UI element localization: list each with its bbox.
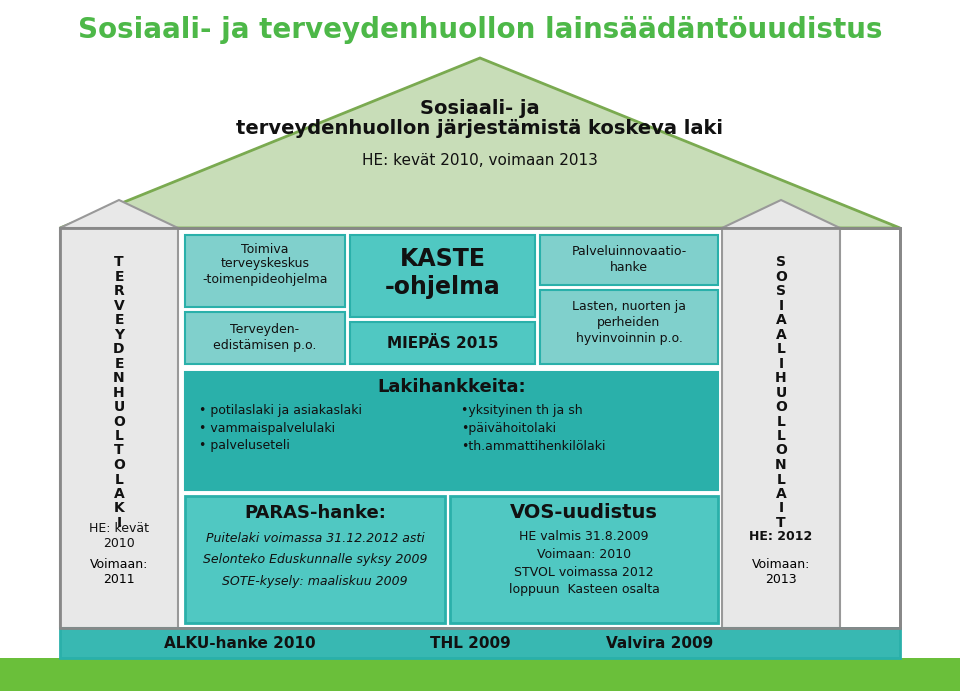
- Polygon shape: [60, 200, 178, 228]
- Text: KASTE: KASTE: [399, 247, 486, 271]
- FancyBboxPatch shape: [185, 312, 345, 364]
- Text: •yksityinen th ja sh: •yksityinen th ja sh: [461, 404, 583, 417]
- Text: A: A: [776, 328, 786, 341]
- Text: Lasten, nuorten ja: Lasten, nuorten ja: [572, 299, 686, 312]
- Text: Puitelaki voimassa 31.12.2012 asti: Puitelaki voimassa 31.12.2012 asti: [205, 531, 424, 545]
- Text: L: L: [777, 473, 785, 486]
- Text: A: A: [113, 487, 125, 501]
- Text: Sosiaali- ja: Sosiaali- ja: [420, 99, 540, 117]
- Text: Toimiva: Toimiva: [241, 243, 289, 256]
- Text: Palveluinnovaatio-: Palveluinnovaatio-: [571, 245, 686, 258]
- Text: SOTE-kysely: maaliskuu 2009: SOTE-kysely: maaliskuu 2009: [222, 576, 408, 589]
- Text: D: D: [113, 342, 125, 356]
- Text: L: L: [777, 342, 785, 356]
- Text: loppuun  Kasteen osalta: loppuun Kasteen osalta: [509, 583, 660, 596]
- Text: Voimaan:
2011: Voimaan: 2011: [90, 558, 148, 586]
- Text: Y: Y: [114, 328, 124, 341]
- Text: N: N: [113, 371, 125, 385]
- Text: E: E: [114, 357, 124, 370]
- Text: O: O: [775, 269, 787, 283]
- Text: HE: kevät 2010, voimaan 2013: HE: kevät 2010, voimaan 2013: [362, 153, 598, 167]
- Text: Voimaan: 2010: Voimaan: 2010: [537, 547, 631, 560]
- FancyBboxPatch shape: [450, 496, 718, 623]
- Text: hyvinvoinnin p.o.: hyvinvoinnin p.o.: [576, 332, 683, 345]
- Text: O: O: [113, 415, 125, 428]
- Text: HE: kevät
2010: HE: kevät 2010: [89, 522, 149, 550]
- Text: I: I: [779, 299, 783, 312]
- Text: V: V: [113, 299, 125, 312]
- Text: THL 2009: THL 2009: [430, 636, 511, 650]
- Text: R: R: [113, 284, 125, 298]
- Text: L: L: [114, 429, 124, 443]
- FancyBboxPatch shape: [0, 658, 960, 691]
- Text: PARAS-hanke:: PARAS-hanke:: [244, 504, 386, 522]
- Text: Selonteko Eduskunnalle syksy 2009: Selonteko Eduskunnalle syksy 2009: [203, 553, 427, 567]
- Text: •th.ammattihenkilölaki: •th.ammattihenkilölaki: [461, 439, 606, 453]
- Text: •päivähoitolaki: •päivähoitolaki: [461, 422, 556, 435]
- Text: Lakihankkeita:: Lakihankkeita:: [377, 378, 526, 396]
- Text: MIEPÄS 2015: MIEPÄS 2015: [387, 336, 498, 350]
- FancyBboxPatch shape: [540, 235, 718, 285]
- Text: T: T: [114, 444, 124, 457]
- Text: T: T: [777, 516, 786, 530]
- Text: perheiden: perheiden: [597, 316, 660, 328]
- Text: -toimenpideohjelma: -toimenpideohjelma: [203, 272, 327, 285]
- FancyBboxPatch shape: [185, 496, 445, 623]
- Text: I: I: [116, 516, 122, 530]
- Text: VOS-uudistus: VOS-uudistus: [510, 504, 658, 522]
- Text: Terveyden-: Terveyden-: [230, 323, 300, 336]
- FancyBboxPatch shape: [60, 628, 900, 658]
- Polygon shape: [60, 58, 900, 228]
- Text: O: O: [775, 400, 787, 414]
- FancyBboxPatch shape: [540, 290, 718, 364]
- Text: • potilaslaki ja asiakaslaki: • potilaslaki ja asiakaslaki: [199, 404, 362, 417]
- FancyBboxPatch shape: [722, 228, 840, 628]
- Text: terveyskeskus: terveyskeskus: [221, 256, 309, 269]
- Text: I: I: [779, 357, 783, 370]
- Text: K: K: [113, 502, 125, 515]
- Text: L: L: [777, 415, 785, 428]
- Text: E: E: [114, 269, 124, 283]
- Text: H: H: [113, 386, 125, 399]
- Text: • palveluseteli: • palveluseteli: [199, 439, 290, 453]
- Text: S: S: [776, 284, 786, 298]
- FancyBboxPatch shape: [350, 235, 535, 317]
- Text: O: O: [113, 458, 125, 472]
- FancyBboxPatch shape: [350, 322, 535, 364]
- Text: HE valmis 31.8.2009: HE valmis 31.8.2009: [519, 529, 649, 542]
- Text: E: E: [114, 313, 124, 327]
- Text: edistämisen p.o.: edistämisen p.o.: [213, 339, 317, 352]
- Text: T: T: [114, 255, 124, 269]
- Text: U: U: [776, 386, 786, 399]
- Text: I: I: [779, 502, 783, 515]
- Text: A: A: [776, 487, 786, 501]
- Text: terveydenhuollon järjestämistä koskeva laki: terveydenhuollon järjestämistä koskeva l…: [236, 118, 724, 138]
- FancyBboxPatch shape: [185, 235, 345, 307]
- Polygon shape: [722, 200, 840, 228]
- Text: ALKU-hanke 2010: ALKU-hanke 2010: [164, 636, 316, 650]
- Text: N: N: [775, 458, 787, 472]
- Text: U: U: [113, 400, 125, 414]
- Text: Valvira 2009: Valvira 2009: [607, 636, 713, 650]
- Text: A: A: [776, 313, 786, 327]
- Text: • vammaispalvelulaki: • vammaispalvelulaki: [199, 422, 335, 435]
- Text: H: H: [775, 371, 787, 385]
- Text: O: O: [775, 444, 787, 457]
- FancyBboxPatch shape: [185, 372, 718, 490]
- FancyBboxPatch shape: [60, 228, 178, 628]
- Text: Sosiaali- ja terveydenhuollon lainsäädäntöuudistus: Sosiaali- ja terveydenhuollon lainsäädän…: [78, 16, 882, 44]
- Text: STVOL voimassa 2012: STVOL voimassa 2012: [515, 565, 654, 578]
- Text: S: S: [776, 255, 786, 269]
- Text: -ohjelma: -ohjelma: [385, 275, 500, 299]
- Text: L: L: [114, 473, 124, 486]
- Text: hanke: hanke: [610, 261, 648, 274]
- Text: Voimaan:
2013: Voimaan: 2013: [752, 558, 810, 586]
- Text: HE: 2012: HE: 2012: [750, 529, 812, 542]
- Text: L: L: [777, 429, 785, 443]
- FancyBboxPatch shape: [60, 228, 900, 628]
